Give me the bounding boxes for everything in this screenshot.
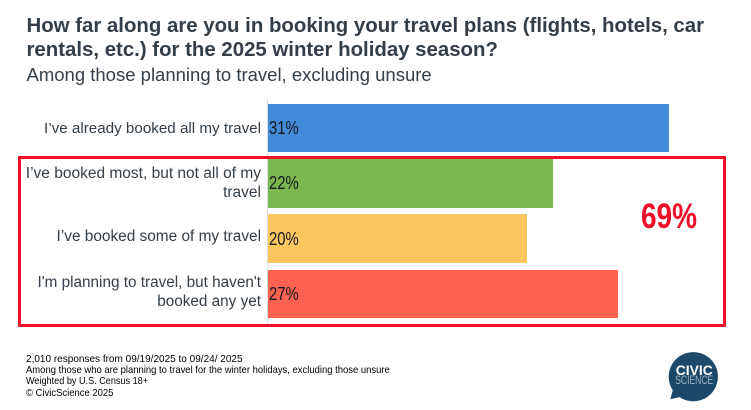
svg-text:SCIENCE: SCIENCE <box>675 375 713 387</box>
svg-text:CIVIC: CIVIC <box>676 363 713 378</box>
